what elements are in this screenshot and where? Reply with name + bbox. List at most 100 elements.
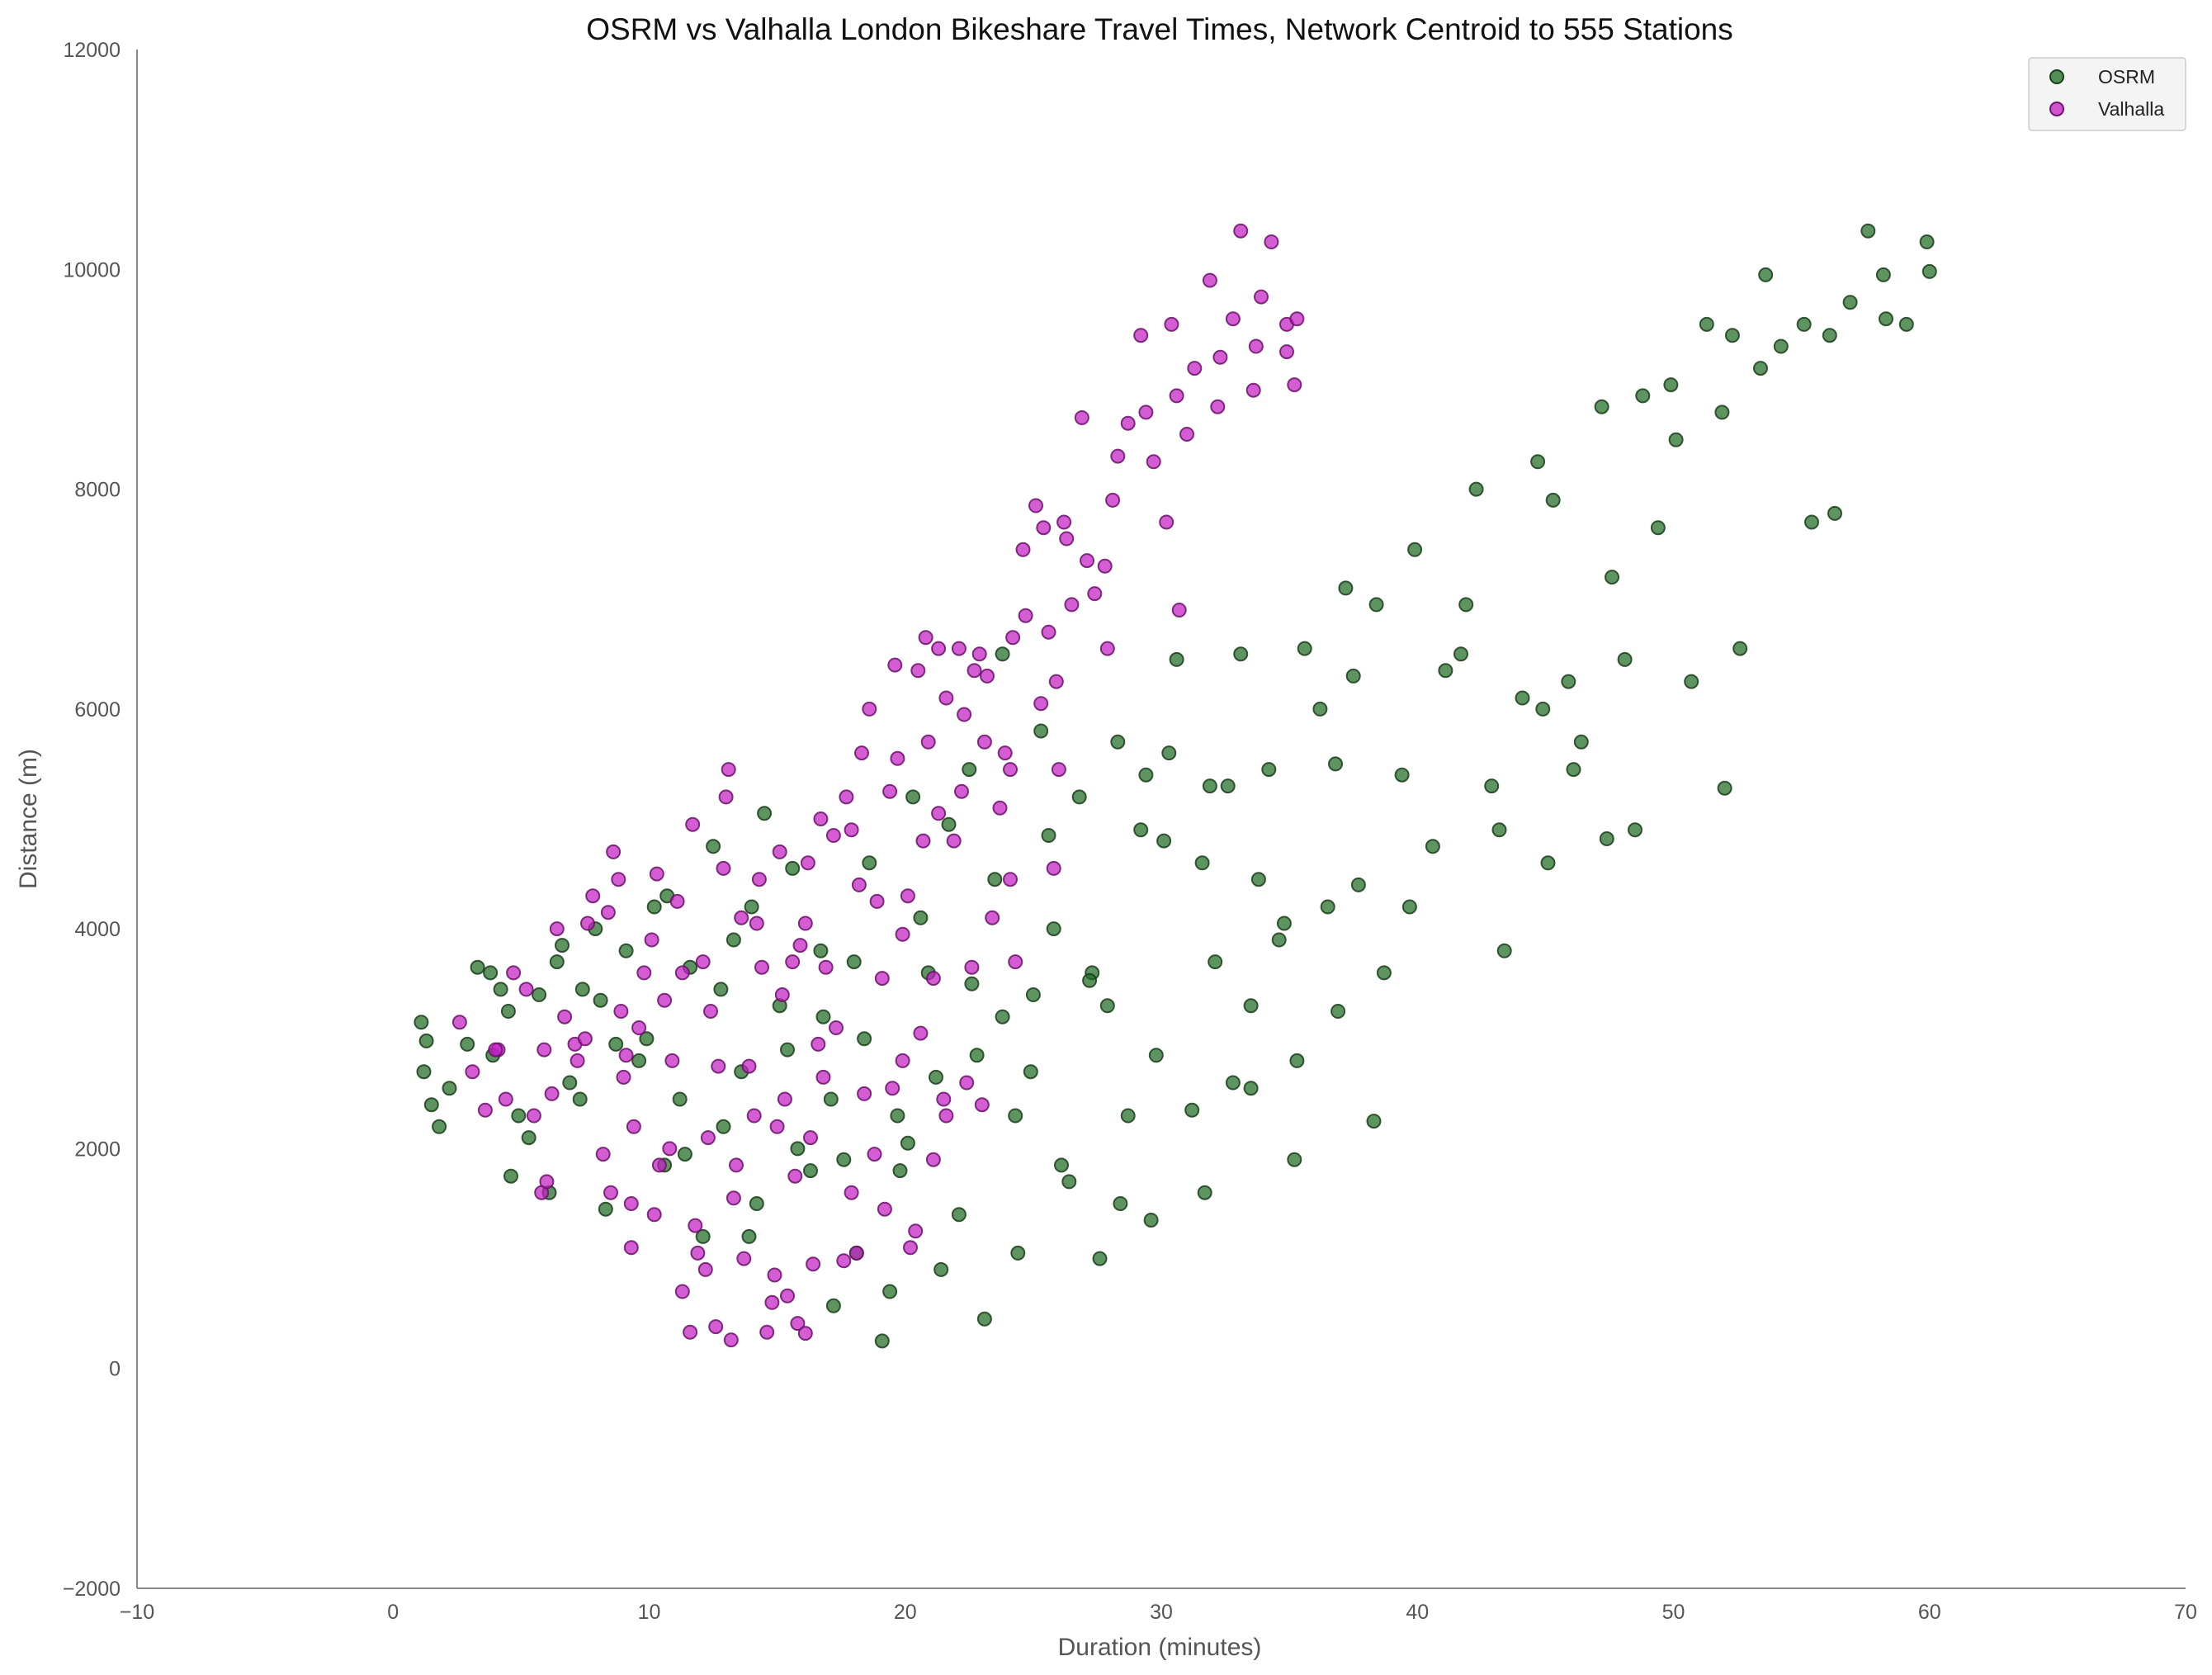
data-point-valhalla xyxy=(1212,349,1228,365)
data-point-valhalla xyxy=(780,1288,795,1304)
data-point-osrm xyxy=(1919,234,1935,249)
data-point-valhalla xyxy=(957,707,972,722)
data-point-osrm xyxy=(905,789,921,805)
data-point-valhalla xyxy=(1164,316,1179,332)
data-point-valhalla xyxy=(869,893,885,909)
data-point-osrm xyxy=(1773,338,1789,354)
series-valhalla xyxy=(451,223,1305,1348)
data-point-valhalla xyxy=(506,965,522,981)
legend-box xyxy=(2028,57,2186,131)
data-point-osrm xyxy=(1491,822,1507,838)
data-point-valhalla xyxy=(1159,514,1175,530)
data-point-osrm xyxy=(1312,701,1328,717)
data-point-osrm xyxy=(598,1201,613,1217)
data-point-osrm xyxy=(1561,674,1576,689)
data-point-valhalla xyxy=(1179,427,1194,442)
data-point-osrm xyxy=(1540,855,1556,871)
x-tick-labels: −10 0 10 20 30 40 50 60 70 xyxy=(120,1601,2197,1624)
data-point-osrm xyxy=(1635,388,1651,404)
data-point-valhalla xyxy=(967,663,982,679)
data-point-valhalla xyxy=(1225,311,1241,327)
data-point-osrm xyxy=(1827,505,1842,521)
data-point-valhalla xyxy=(734,910,749,925)
data-point-osrm xyxy=(1082,972,1098,988)
data-point-valhalla xyxy=(895,926,910,942)
data-point-valhalla xyxy=(600,905,616,920)
data-point-osrm xyxy=(562,1075,578,1091)
data-point-valhalla xyxy=(971,646,987,662)
data-point-osrm xyxy=(726,932,741,948)
data-point-valhalla xyxy=(890,750,905,766)
data-point-osrm xyxy=(1699,316,1714,332)
data-point-valhalla xyxy=(718,789,734,805)
data-point-osrm xyxy=(1010,1245,1026,1261)
data-point-valhalla xyxy=(767,1267,782,1283)
data-point-osrm xyxy=(780,1042,795,1058)
data-point-valhalla xyxy=(1097,558,1113,574)
data-point-valhalla xyxy=(931,806,947,821)
data-point-osrm xyxy=(706,839,721,854)
data-point-osrm xyxy=(1724,328,1740,343)
data-point-valhalla xyxy=(790,1316,806,1332)
y-tick-label: 10000 xyxy=(63,258,121,282)
legend-marker-osrm xyxy=(2049,69,2064,84)
data-point-osrm xyxy=(432,1119,447,1134)
data-point-osrm xyxy=(803,1163,818,1179)
data-point-valhalla xyxy=(451,1015,467,1030)
data-point-osrm xyxy=(1143,1213,1159,1228)
data-point-valhalla xyxy=(488,1042,503,1058)
data-point-valhalla xyxy=(1146,454,1161,470)
data-point-osrm xyxy=(846,954,862,970)
data-point-valhalla xyxy=(539,1174,555,1190)
data-point-osrm xyxy=(1599,831,1614,846)
data-point-osrm xyxy=(1921,263,1937,279)
data-point-valhalla xyxy=(613,1004,629,1019)
data-point-valhalla xyxy=(1036,520,1052,536)
data-point-valhalla xyxy=(920,734,936,750)
data-point-valhalla xyxy=(903,1240,918,1256)
data-point-valhalla xyxy=(688,1218,703,1233)
x-tick-label: 0 xyxy=(387,1601,399,1624)
data-point-valhalla xyxy=(900,888,915,904)
data-point-valhalla xyxy=(746,1108,762,1124)
data-point-valhalla xyxy=(1074,410,1089,425)
data-point-osrm xyxy=(1663,377,1679,393)
x-tick-label: 70 xyxy=(2174,1601,2197,1624)
data-point-osrm xyxy=(672,1091,688,1107)
data-point-osrm xyxy=(1233,646,1249,662)
data-point-osrm xyxy=(964,976,980,991)
data-point-valhalla xyxy=(1080,553,1094,569)
data-point-osrm xyxy=(995,646,1010,662)
data-point-valhalla xyxy=(925,1152,941,1167)
data-point-valhalla xyxy=(980,668,995,684)
data-point-valhalla xyxy=(631,1020,647,1035)
data-point-valhalla xyxy=(695,954,711,970)
y-axis-title: Distance (m) xyxy=(15,749,42,889)
data-point-osrm xyxy=(713,982,729,997)
data-point-valhalla xyxy=(749,916,764,931)
data-point-valhalla xyxy=(918,630,933,646)
data-point-valhalla xyxy=(925,971,941,987)
data-point-osrm xyxy=(741,1228,757,1244)
data-point-osrm xyxy=(416,1064,432,1080)
data-point-valhalla xyxy=(1264,234,1279,249)
data-point-valhalla xyxy=(908,1223,924,1239)
data-point-valhalla xyxy=(1005,630,1021,646)
data-point-valhalla xyxy=(882,783,898,799)
data-point-valhalla xyxy=(792,938,808,953)
data-point-osrm xyxy=(1243,1081,1259,1096)
data-point-osrm xyxy=(1071,789,1087,805)
data-point-valhalla xyxy=(1051,762,1066,778)
data-point-valhalla xyxy=(674,965,690,981)
data-point-valhalla xyxy=(862,701,877,717)
data-point-osrm xyxy=(1345,668,1361,684)
data-point-osrm xyxy=(1758,267,1774,282)
data-point-osrm xyxy=(1822,328,1837,343)
data-point-valhalla xyxy=(723,1332,739,1348)
data-point-valhalla xyxy=(526,1108,541,1124)
data-point-osrm xyxy=(442,1081,457,1096)
data-point-osrm xyxy=(1225,1075,1241,1091)
data-point-valhalla xyxy=(787,1168,803,1184)
data-point-osrm xyxy=(1453,646,1468,662)
